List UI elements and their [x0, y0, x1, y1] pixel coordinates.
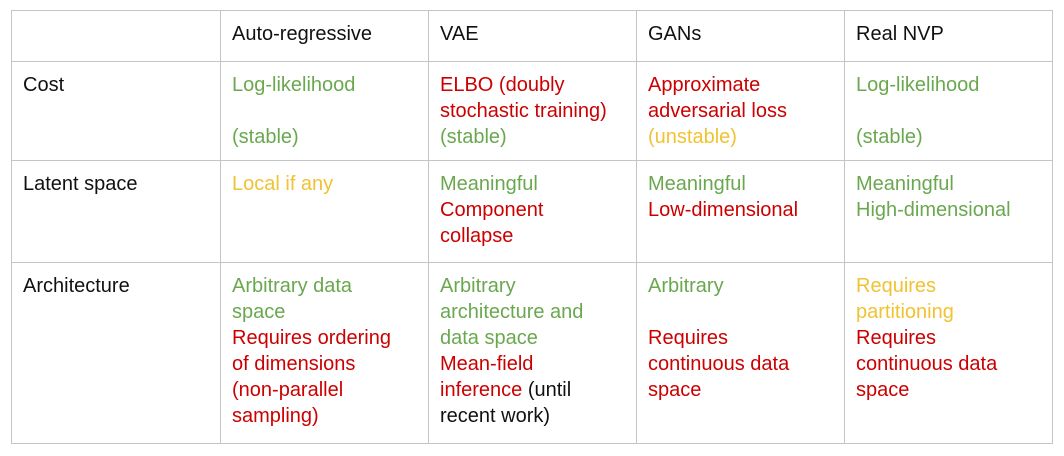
cell-text-line: Requires ordering [232, 327, 391, 349]
cell-text-line [856, 98, 1042, 124]
cell-latent-autoregressive: Local if any [220, 160, 429, 263]
cell-text-line: collapse [440, 225, 514, 247]
cell-text-line: space [856, 379, 910, 401]
cell-text-line: adversarial loss [648, 100, 787, 122]
row-label-architecture: Architecture [11, 262, 221, 444]
cell-text-line: sampling) [232, 405, 319, 427]
cell-text-line: (unstable) [648, 126, 737, 148]
row-label-cost: Cost [11, 61, 221, 161]
row-architecture: Architecture Arbitrary data space Requires… [11, 262, 1053, 444]
cell-text-line: Meaningful [440, 173, 538, 195]
cell-text-line: Log-likelihood [856, 74, 980, 96]
cell-text-line: (stable) [232, 126, 299, 148]
cell-cost-autoregressive: Log-likelihood (stable) [220, 61, 429, 161]
cell-text-line: partitioning [856, 301, 954, 323]
cell-text-line: Mean-field [440, 353, 534, 375]
cell-text-suffix: (until [522, 379, 572, 401]
cell-cost-gans: Approximate adversarial loss (unstable) [636, 61, 845, 161]
row-latent-space: Latent space Local if any Meaningful Comp… [11, 160, 1053, 263]
cell-text-line: Approximate [648, 74, 761, 96]
cell-text-line: Requires [856, 327, 937, 349]
cell-architecture-realnvp: Requires partitioning Requires continuous d… [844, 262, 1053, 444]
header-cell-autoregressive: Auto-regressive [220, 10, 429, 62]
row-label-latent-space: Latent space [11, 160, 221, 263]
cell-architecture-vae: Arbitrary architecture and data space Mean-… [428, 262, 637, 444]
cell-cost-realnvp: Log-likelihood (stable) [844, 61, 1053, 161]
cell-text-line: (stable) [856, 126, 923, 148]
cell-architecture-gans: Arbitrary Requires continuous data space [636, 262, 845, 444]
cell-text-line: continuous data [648, 353, 790, 375]
header-cell-gans: GANs [636, 10, 845, 62]
cell-text-line: High-dimensional [856, 199, 1011, 221]
cell-text-line: recent work) [440, 405, 551, 427]
comparison-table: Auto-regressive VAE GANs Real NVP Cost L… [11, 10, 1053, 444]
cell-text-line [648, 299, 834, 325]
cell-text-line: of dimensions [232, 353, 356, 375]
cell-cost-vae: ELBO (doubly stochastic training) (stable) [428, 61, 637, 161]
cell-latent-realnvp: Meaningful High-dimensional [844, 160, 1053, 263]
header-cell-empty [11, 10, 221, 62]
header-cell-realnvp: Real NVP [844, 10, 1053, 62]
cell-text-line: continuous data [856, 353, 998, 375]
cell-text-line: space [648, 379, 702, 401]
cell-text-line: Meaningful [856, 173, 954, 195]
cell-text-line: stochastic training) [440, 100, 607, 122]
cell-text-line [232, 98, 418, 124]
cell-text-line: (stable) [440, 126, 507, 148]
row-cost: Cost Log-likelihood (stable) ELBO (doubl… [11, 61, 1053, 161]
cell-text-line: architecture and [440, 301, 584, 323]
cell-latent-gans: Meaningful Low-dimensional [636, 160, 845, 263]
header-row: Auto-regressive VAE GANs Real NVP [11, 10, 1053, 62]
cell-text-line: Arbitrary [648, 275, 724, 297]
cell-text-line: Arbitrary [440, 275, 516, 297]
cell-text-line: Requires [856, 275, 937, 297]
cell-latent-vae: Meaningful Component collapse [428, 160, 637, 263]
cell-architecture-autoregressive: Arbitrary data space Requires ordering of d… [220, 262, 429, 444]
cell-text-line: Log-likelihood [232, 74, 356, 96]
cell-text-line: space [232, 301, 286, 323]
cell-text-line: Meaningful [648, 173, 746, 195]
cell-text-line: data space [440, 327, 538, 349]
cell-text-line: ELBO (doubly [440, 74, 565, 96]
cell-text-line: (non-parallel [232, 379, 344, 401]
cell-text-line: Arbitrary data [232, 275, 353, 297]
header-cell-vae: VAE [428, 10, 637, 62]
cell-text-line: Requires [648, 327, 729, 349]
cell-text-line: Low-dimensional [648, 199, 799, 221]
cell-text-line: Component [440, 199, 544, 221]
cell-text-line: Local if any [232, 173, 334, 195]
cell-text-line: inference (until [440, 379, 572, 401]
